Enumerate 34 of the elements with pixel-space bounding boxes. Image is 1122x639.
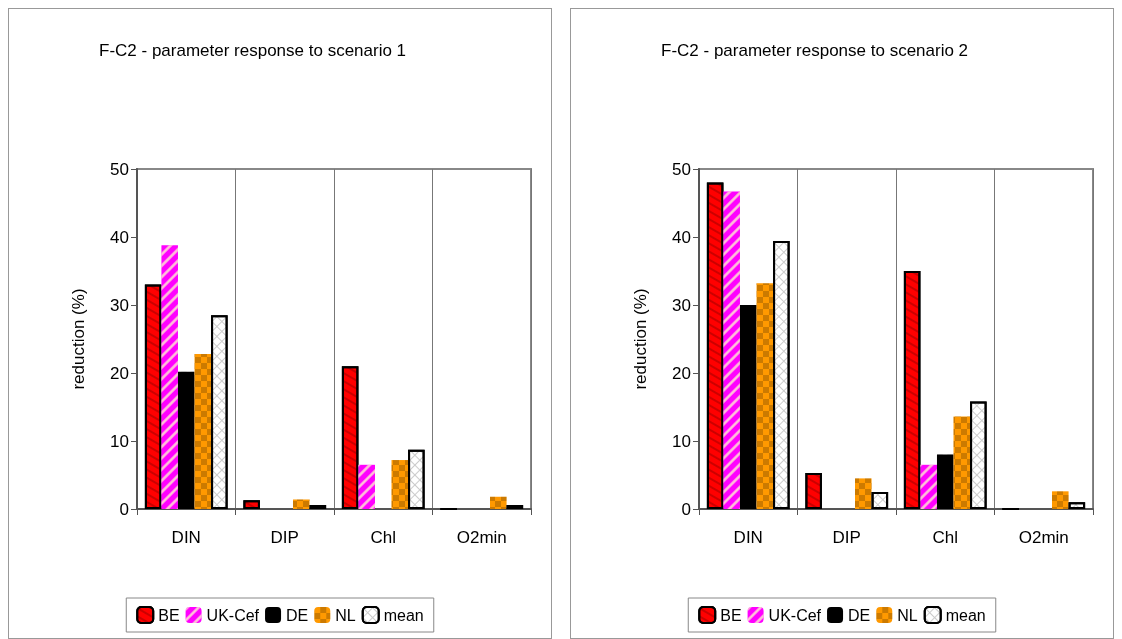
x-tick-label: DIP xyxy=(270,528,299,547)
y-tick-label: 50 xyxy=(110,159,129,179)
legend-label: BE xyxy=(158,606,180,624)
legend-label: UK-Cef xyxy=(206,606,260,624)
x-tick-label: Chl xyxy=(370,528,397,547)
y-tick-label: 10 xyxy=(110,431,129,451)
y-tick-label: 30 xyxy=(672,295,691,315)
legend-label: BE xyxy=(720,606,742,624)
x-tick-label: DIN xyxy=(171,528,201,547)
x-tick-label: O2min xyxy=(456,528,507,547)
y-tick-label: 10 xyxy=(672,431,691,451)
y-tick-label: 40 xyxy=(672,227,691,247)
y-tick-label: 20 xyxy=(110,363,129,383)
chart-title: F-C2 - parameter response to scenario 1 xyxy=(99,41,407,60)
legend-label: NL xyxy=(897,606,918,624)
y-tick-label: 0 xyxy=(681,499,691,519)
legend-label: UK-Cef xyxy=(768,606,822,624)
x-tick-label: O2min xyxy=(1018,528,1069,547)
legend-label: mean xyxy=(383,606,424,624)
y-tick-label: 30 xyxy=(110,295,129,315)
legend-label: DE xyxy=(848,606,871,624)
legend-label: DE xyxy=(286,606,309,624)
y-tick-label: 20 xyxy=(672,363,691,383)
legend-label: mean xyxy=(945,606,986,624)
y-tick-label: 50 xyxy=(672,159,691,179)
x-tick-label: DIP xyxy=(832,528,861,547)
y-axis-title: reduction (%) xyxy=(69,288,88,390)
x-tick-label: Chl xyxy=(932,528,959,547)
x-tick-label: DIN xyxy=(733,528,763,547)
y-axis-title: reduction (%) xyxy=(631,288,650,390)
y-tick-label: 40 xyxy=(110,227,129,247)
legend-label: NL xyxy=(335,606,356,624)
chart-title: F-C2 - parameter response to scenario 2 xyxy=(661,41,969,60)
y-tick-label: 0 xyxy=(119,499,129,519)
